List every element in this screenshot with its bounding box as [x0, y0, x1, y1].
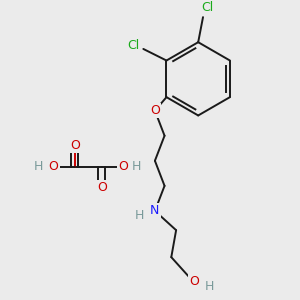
Text: H: H — [205, 280, 214, 292]
Text: H: H — [135, 209, 144, 222]
Text: O: O — [70, 139, 80, 152]
Text: N: N — [150, 204, 160, 218]
Text: O: O — [150, 104, 160, 117]
Text: O: O — [49, 160, 58, 173]
Text: Cl: Cl — [202, 1, 214, 14]
Text: Cl: Cl — [128, 39, 140, 52]
Text: H: H — [132, 160, 141, 173]
Text: H: H — [34, 160, 43, 173]
Text: O: O — [190, 275, 200, 288]
Text: O: O — [97, 181, 107, 194]
Text: O: O — [118, 160, 128, 173]
